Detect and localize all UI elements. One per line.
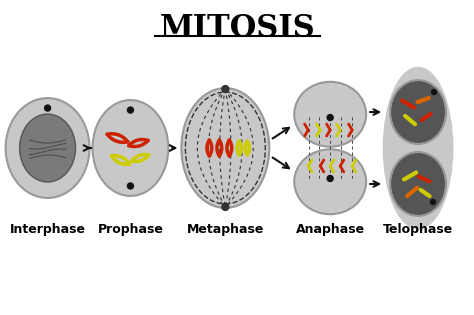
- Circle shape: [327, 115, 333, 121]
- Ellipse shape: [294, 149, 366, 214]
- Text: Prophase: Prophase: [98, 223, 164, 236]
- Ellipse shape: [384, 68, 452, 228]
- Text: Anaphase: Anaphase: [296, 223, 365, 236]
- Ellipse shape: [6, 98, 90, 198]
- Ellipse shape: [182, 88, 269, 208]
- Ellipse shape: [19, 114, 75, 182]
- Circle shape: [128, 183, 134, 189]
- Ellipse shape: [294, 82, 366, 147]
- Text: MITOSIS: MITOSIS: [159, 13, 315, 44]
- Text: Telophase: Telophase: [383, 223, 453, 236]
- Ellipse shape: [92, 100, 168, 196]
- Ellipse shape: [390, 80, 446, 144]
- Text: Metaphase: Metaphase: [187, 223, 264, 236]
- Circle shape: [222, 86, 229, 93]
- Ellipse shape: [390, 152, 446, 216]
- Circle shape: [431, 89, 437, 94]
- Circle shape: [222, 203, 229, 210]
- Text: Interphase: Interphase: [9, 223, 86, 236]
- Circle shape: [327, 175, 333, 181]
- Circle shape: [430, 199, 436, 204]
- Circle shape: [45, 105, 51, 111]
- Circle shape: [128, 107, 134, 113]
